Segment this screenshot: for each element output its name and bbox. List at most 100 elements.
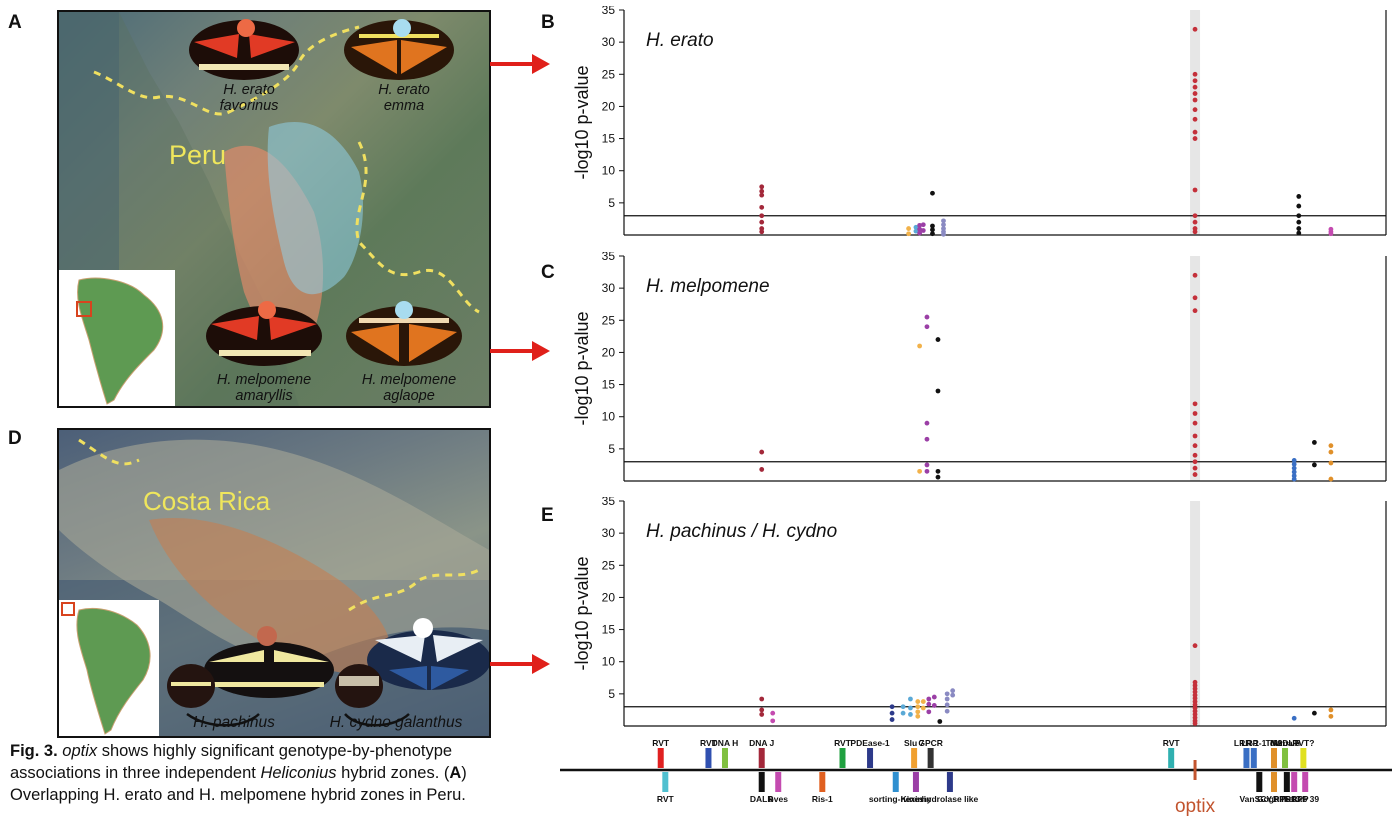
data-point [1328,713,1334,719]
data-point [908,712,913,717]
data-point [1192,721,1198,726]
data-point [1192,272,1198,278]
data-point [917,226,923,232]
data-point [941,231,946,237]
data-point [926,709,932,715]
data-point [924,314,930,320]
panel-label-c: C [541,262,555,283]
data-point [1328,476,1334,482]
data-point [759,712,765,717]
data-point [931,694,937,700]
y-axis-label: -log10 p-value [572,556,592,670]
data-point [941,222,946,228]
data-point [759,192,765,198]
chart-title: H. erato [646,30,714,51]
gene-label: domain [1270,738,1300,748]
data-point [924,462,930,468]
gene-label: Rab 39 [1291,794,1319,804]
optix-highlight-band [1190,10,1201,235]
gene-label: NADUF [1270,738,1300,748]
data-point [759,184,765,190]
chart-title: H. melpomene [646,276,770,297]
hybrid-zone-melpomene [267,122,364,295]
panel-label-a: A [8,12,22,33]
data-point [1192,420,1198,426]
butterfly-subspecies-name: favorinus [219,98,279,114]
gene-label: RPS13 [1273,794,1300,804]
caption-gene: optix [62,742,98,760]
butterfly-species-name: H. melpomene [361,372,457,388]
gene-marker [1302,772,1309,792]
south-america-shape [76,607,151,735]
data-point [924,324,930,330]
data-point [1192,401,1198,407]
data-point [1328,460,1334,466]
data-point [1192,229,1198,235]
optix-highlight-band [1190,256,1201,481]
data-point [1296,203,1302,209]
data-point [1328,231,1334,237]
country-border [93,25,480,314]
butterfly-erato-favorinus [189,19,299,80]
data-point [915,704,921,710]
data-point [930,223,935,229]
gene-marker [758,748,765,768]
butterfly-species-name: H. melpomene [216,372,312,388]
data-point [1311,462,1317,468]
caption-text-3: ) [461,764,467,782]
data-point [1192,129,1198,135]
gene-label: RVT [657,794,675,804]
data-point [944,691,950,697]
gene-marker [721,748,728,768]
data-point [770,710,776,716]
gene-marker [705,748,712,768]
gene-label: DALR [750,794,774,804]
data-point [931,703,937,708]
butterfly-label: H. melpomene amaryllis [199,372,329,404]
country-label-peru: Peru [169,140,227,170]
y-tick-label: 35 [602,252,616,263]
gene-marker [1256,772,1263,792]
butterfly-erato-emma [344,19,454,80]
phenotype-dot [395,301,413,319]
data-point [908,696,913,702]
gene-label: TRAPP [1280,794,1309,804]
data-point [759,707,765,713]
data-point [1192,459,1198,465]
gene-label: TM2 [1265,738,1282,748]
caption-text-1: shows highly significant genotype-by-phe… [10,742,453,782]
data-point [1296,213,1302,219]
gene-marker [927,748,934,768]
y-tick-label: 35 [602,497,616,508]
data-point [935,337,941,342]
data-point [900,710,906,716]
y-tick-label: 5 [608,687,615,701]
data-point [1192,78,1198,84]
data-point [1296,230,1302,236]
gene-marker [946,772,953,792]
arrow-to-e [490,654,550,674]
data-point [1192,295,1198,301]
costa-rica-map: Costa Rica H. pachinus H. cydno galanthu… [57,428,491,738]
optix-label: optix [1175,796,1216,817]
data-point [917,230,923,236]
south-america-inset [59,600,159,736]
data-point [950,688,956,694]
data-point [926,701,932,707]
peru-map: Peru [57,10,491,408]
inset-locator-box [76,301,92,317]
y-axis-label: -log10 p-value [572,65,592,179]
optix-highlight-band [1190,501,1201,726]
caption-fig-label: Fig. 3. [10,742,58,760]
gene-marker [1243,748,1250,768]
arrow-to-c [490,341,550,361]
data-point [1192,97,1198,103]
gene-marker [892,772,899,792]
gene-label: PDEase-1 [850,738,889,748]
y-tick-label: 30 [602,35,616,49]
y-tick-label: 25 [602,67,616,81]
butterfly-label: H. pachinus [193,714,275,731]
butterfly-label: H. melpomene aglaope [344,372,474,404]
gene-label: RVT? [1292,738,1314,748]
y-tick-label: 15 [602,623,616,637]
